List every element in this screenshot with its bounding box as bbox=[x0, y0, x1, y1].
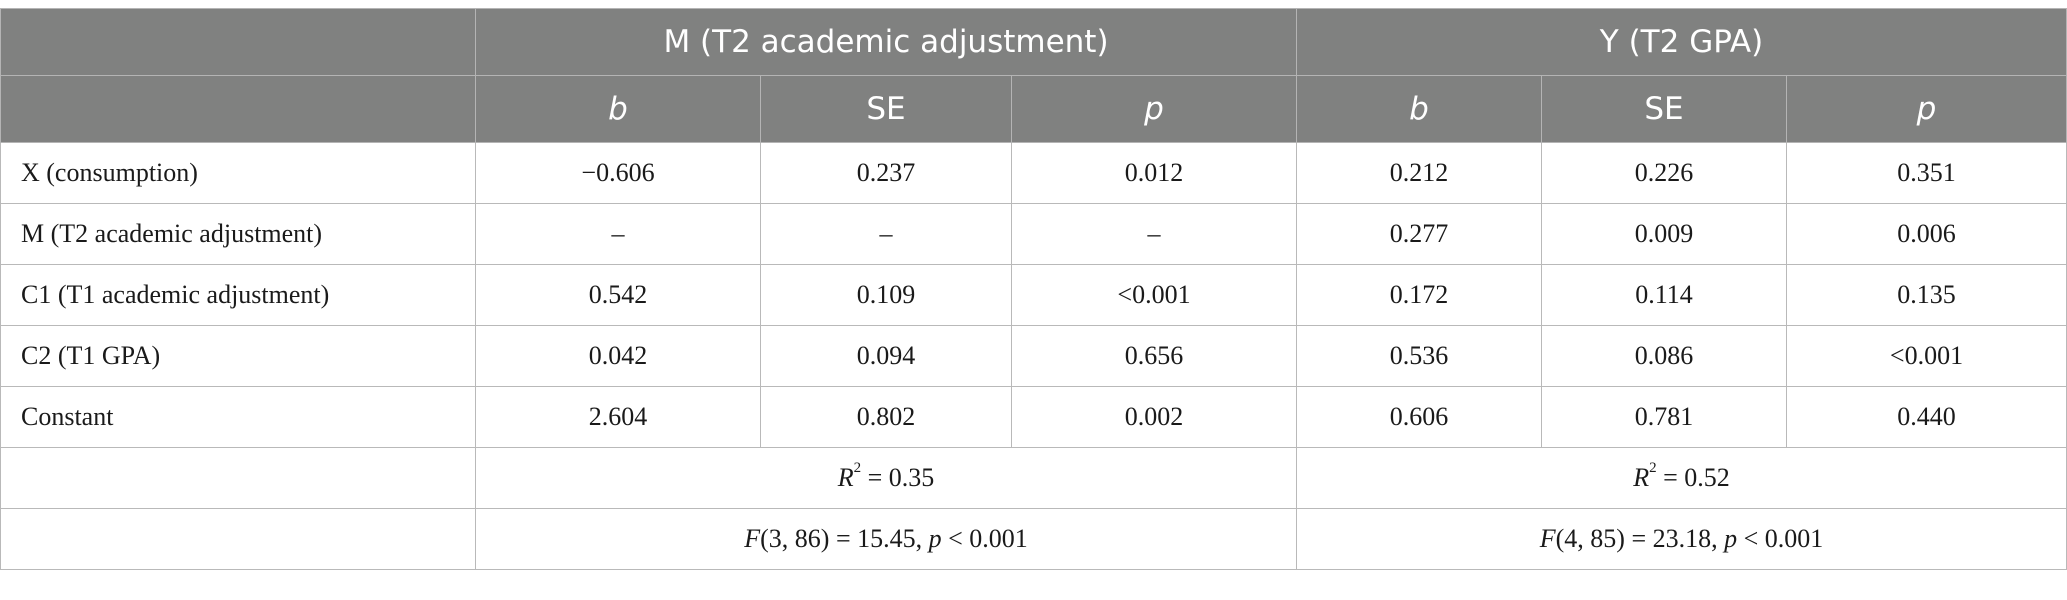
table-cell: – bbox=[1010, 203, 1298, 265]
table-cell: 0.172 bbox=[1296, 264, 1543, 326]
r-exponent: 2 bbox=[853, 460, 862, 476]
header-row-columns: b SE p b SE p bbox=[0, 75, 2067, 143]
table-cell: – bbox=[760, 203, 1012, 265]
table-cell: 0.542 bbox=[475, 264, 761, 326]
column-header-y-se: SE bbox=[1541, 75, 1788, 143]
f-test-y-args: (4, 85) = 23.18, bbox=[1555, 524, 1725, 553]
r-exponent: 2 bbox=[1649, 460, 1657, 476]
column-header-y-p: p bbox=[1786, 75, 2067, 143]
table-cell: <0.001 bbox=[1786, 325, 2067, 387]
group-header-y: Y (T2 GPA) bbox=[1296, 8, 2067, 76]
table-cell: 0.536 bbox=[1296, 325, 1543, 387]
p-symbol: p bbox=[1724, 524, 1738, 553]
f-test-m-p: < 0.001 bbox=[941, 524, 1028, 553]
header-empty-cell bbox=[0, 8, 476, 76]
table-cell: 0.109 bbox=[760, 264, 1012, 326]
table-row: C2 (T1 GPA) 0.042 0.094 0.656 0.536 0.08… bbox=[0, 325, 2067, 387]
group-header-m: M (T2 academic adjustment) bbox=[474, 8, 1298, 76]
row-label: C2 (T1 GPA) bbox=[0, 325, 476, 387]
table-header: M (T2 academic adjustment) Y (T2 GPA) b … bbox=[0, 8, 2067, 143]
header-empty-cell bbox=[0, 75, 476, 143]
table-cell: 2.604 bbox=[475, 386, 761, 448]
row-label: M (T2 academic adjustment) bbox=[0, 203, 476, 265]
table-cell: 0.802 bbox=[760, 386, 1012, 448]
f-symbol: F bbox=[1539, 524, 1556, 553]
f-test-y-p: < 0.001 bbox=[1737, 524, 1824, 553]
table-cell: 0.351 bbox=[1786, 142, 2067, 204]
table-cell: 0.237 bbox=[760, 142, 1012, 204]
r-squared-row: R2 = 0.35 R2 = 0.52 bbox=[0, 447, 2067, 509]
r-squared-y: R2 = 0.52 bbox=[1296, 447, 2067, 509]
table-body: X (consumption) −0.606 0.237 0.012 0.212… bbox=[0, 142, 2067, 570]
r-squared-m-value: = 0.35 bbox=[861, 463, 935, 492]
regression-table: M (T2 academic adjustment) Y (T2 GPA) b … bbox=[0, 8, 2067, 570]
table-cell: 0.277 bbox=[1296, 203, 1543, 265]
table-row: Constant 2.604 0.802 0.002 0.606 0.781 0… bbox=[0, 386, 2067, 448]
row-label-empty bbox=[0, 447, 476, 509]
r-symbol: R bbox=[837, 463, 854, 492]
r-squared-m: R2 = 0.35 bbox=[474, 447, 1298, 509]
table-cell: 0.226 bbox=[1541, 142, 1788, 204]
table-cell: 0.012 bbox=[1010, 142, 1298, 204]
table-cell: 0.086 bbox=[1541, 325, 1788, 387]
table-cell: 0.440 bbox=[1786, 386, 2067, 448]
table-cell: 0.114 bbox=[1541, 264, 1788, 326]
column-header-m-b: b bbox=[475, 75, 761, 143]
row-label: Constant bbox=[0, 386, 476, 448]
table-cell: 0.656 bbox=[1010, 325, 1298, 387]
table-cell: <0.001 bbox=[1010, 264, 1298, 326]
row-label-empty bbox=[0, 508, 476, 570]
f-test-m-args: (3, 86) = 15.45, bbox=[760, 524, 929, 553]
table-cell: −0.606 bbox=[475, 142, 761, 204]
table-cell: 0.042 bbox=[475, 325, 761, 387]
p-symbol: p bbox=[928, 524, 942, 553]
row-label: X (consumption) bbox=[0, 142, 476, 204]
column-header-m-se: SE bbox=[760, 75, 1012, 143]
f-symbol: F bbox=[744, 524, 761, 553]
header-row-groups: M (T2 academic adjustment) Y (T2 GPA) bbox=[0, 8, 2067, 76]
table-cell: 0.135 bbox=[1786, 264, 2067, 326]
table-cell: – bbox=[475, 203, 761, 265]
f-test-m: F(3, 86) = 15.45, p < 0.001 bbox=[474, 508, 1298, 570]
column-header-y-b: b bbox=[1296, 75, 1543, 143]
table-cell: 0.781 bbox=[1541, 386, 1788, 448]
r-squared-y-value: = 0.52 bbox=[1656, 463, 1730, 492]
f-test-row: F(3, 86) = 15.45, p < 0.001 F(4, 85) = 2… bbox=[0, 508, 2067, 570]
table-cell: 0.212 bbox=[1296, 142, 1543, 204]
table-row: C1 (T1 academic adjustment) 0.542 0.109 … bbox=[0, 264, 2067, 326]
table-cell: 0.094 bbox=[760, 325, 1012, 387]
table-cell: 0.009 bbox=[1541, 203, 1788, 265]
table-cell: 0.006 bbox=[1786, 203, 2067, 265]
table-cell: 0.002 bbox=[1010, 386, 1298, 448]
table-row: M (T2 academic adjustment) – – – 0.277 0… bbox=[0, 203, 2067, 265]
table-row: X (consumption) −0.606 0.237 0.012 0.212… bbox=[0, 142, 2067, 204]
row-label: C1 (T1 academic adjustment) bbox=[0, 264, 476, 326]
f-test-y: F(4, 85) = 23.18, p < 0.001 bbox=[1296, 508, 2067, 570]
r-symbol: R bbox=[1633, 463, 1650, 492]
column-header-m-p: p bbox=[1010, 75, 1298, 143]
table-cell: 0.606 bbox=[1296, 386, 1543, 448]
